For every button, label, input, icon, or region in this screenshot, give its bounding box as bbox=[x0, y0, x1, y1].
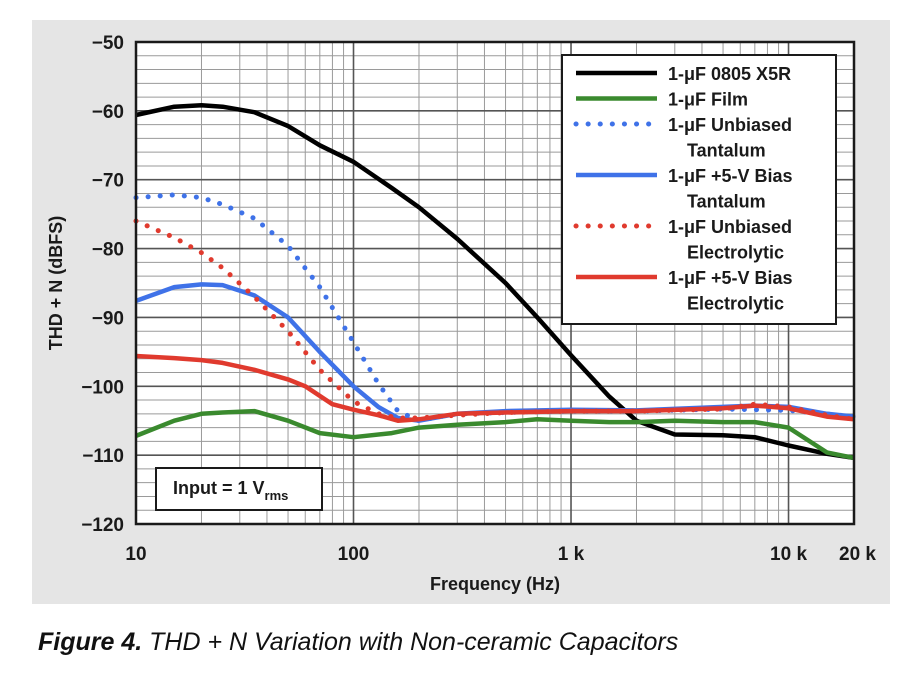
legend-label: Tantalum bbox=[687, 141, 766, 161]
input-annotation-main: Input = 1 V bbox=[173, 478, 265, 498]
legend-label: 1-μF +5-V Bias bbox=[668, 268, 793, 288]
y-tick-label: −120 bbox=[81, 515, 124, 536]
thd-n-chart: −50 −60 −70 −80 −90 −100 −110 −120 10 100 1 k 10 k… bbox=[46, 33, 876, 594]
legend: 1-μF 0805 X5R 1-μF Film 1-μF Unbiased Tanta… bbox=[561, 54, 837, 325]
legend-label: Electrolytic bbox=[687, 243, 784, 263]
series-line bbox=[135, 353, 855, 423]
figure-caption: Figure 4. THD + N Variation with Non-cer… bbox=[38, 628, 678, 657]
y-tick-label: −100 bbox=[81, 377, 124, 398]
y-tick-label: −110 bbox=[82, 446, 124, 467]
plot-frame bbox=[134, 40, 856, 526]
legend-label: 1-μF Film bbox=[668, 90, 748, 110]
legend-label: Electrolytic bbox=[687, 294, 784, 314]
y-tick-label: −80 bbox=[92, 240, 124, 261]
input-annotation-text: Input = 1 Vrms bbox=[173, 478, 288, 503]
input-annotation-subscript: rms bbox=[265, 488, 289, 503]
legend-label: 1-μF 0805 X5R bbox=[668, 64, 791, 84]
x-tick-label: 20 k bbox=[839, 544, 876, 565]
legend-label: 1-μF Unbiased bbox=[668, 115, 792, 135]
legend-label: 1-μF +5-V Bias bbox=[668, 166, 793, 186]
x-tick-label: 10 k bbox=[770, 544, 807, 565]
figure-title: THD + N Variation with Non-ceramic Capac… bbox=[142, 628, 679, 656]
legend-label: Tantalum bbox=[687, 192, 766, 212]
series-line bbox=[135, 103, 855, 461]
series-line bbox=[135, 408, 855, 461]
legend-label: 1-μF Unbiased bbox=[668, 217, 792, 237]
y-axis-label: THD + N (dBFS) bbox=[46, 216, 66, 351]
y-tick-label: −50 bbox=[92, 33, 124, 54]
x-axis-label: Frequency (Hz) bbox=[430, 574, 560, 594]
x-tick-labels: 10 100 1 k 10 k 20 k bbox=[125, 544, 876, 565]
y-tick-label: −90 bbox=[92, 308, 124, 329]
figure-number: Figure 4. bbox=[38, 628, 143, 656]
y-tick-label: −70 bbox=[92, 171, 124, 192]
x-tick-label: 1 k bbox=[558, 544, 585, 565]
x-tick-label: 10 bbox=[125, 544, 146, 565]
x-tick-label: 100 bbox=[338, 544, 370, 565]
y-tick-labels: −50 −60 −70 −80 −90 −100 −110 −120 bbox=[81, 33, 124, 536]
series-lines bbox=[133, 103, 857, 461]
input-annotation-box: Input = 1 Vrms bbox=[155, 467, 323, 511]
y-tick-label: −60 bbox=[92, 102, 124, 123]
